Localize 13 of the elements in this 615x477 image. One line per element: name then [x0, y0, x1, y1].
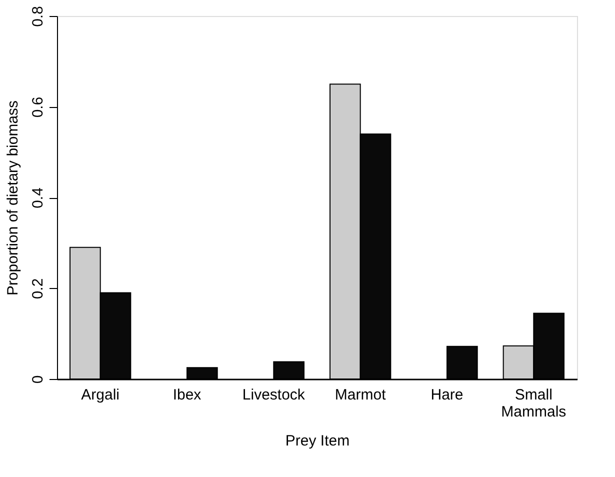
x-tick-label: Argali — [81, 386, 120, 404]
x-tick-label: Hare — [430, 386, 464, 404]
y-tick-label: 0.2 — [30, 278, 46, 300]
x-tick-label: Ibex — [172, 386, 202, 404]
y-tick-label: 0.8 — [30, 6, 46, 27]
x-tick-label: Marmot — [334, 386, 387, 404]
y-tick-label: 0.4 — [30, 188, 46, 208]
x-tick-label: Small Mammals — [501, 386, 566, 420]
y-axis-title: Proportion of dietary biomass — [4, 100, 22, 296]
x-tick-label: Livestock — [242, 386, 306, 404]
y-tick-label: 0.6 — [30, 96, 46, 118]
x-axis-title: Prey Item — [285, 432, 350, 450]
y-tick-label: 0 — [30, 375, 46, 384]
